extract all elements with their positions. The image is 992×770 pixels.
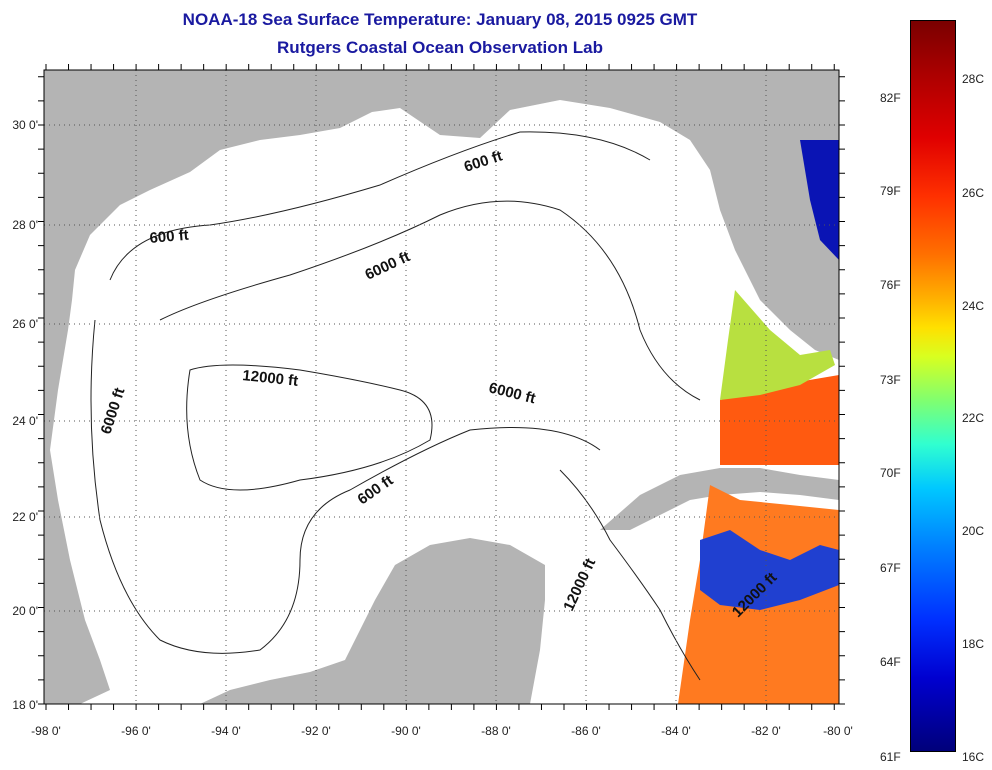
colorbar-f-label: 82F	[880, 91, 901, 105]
colorbar-c-label: 24C	[962, 299, 985, 313]
chart-title: NOAA-18 Sea Surface Temperature: January…	[182, 10, 698, 29]
colorbar-f-label: 67F	[880, 561, 901, 575]
sst-swath-atlantic	[800, 140, 839, 260]
gulf-of-mexico	[50, 100, 839, 704]
colorbar-f-label: 70F	[880, 466, 901, 480]
cuba-land	[600, 468, 839, 530]
contour-label: 12000 ft	[242, 367, 299, 390]
lon-label: -94 0'	[211, 724, 241, 738]
lat-label: 26 0'	[12, 317, 38, 331]
yucatan-land	[200, 538, 545, 704]
colorbar-c-label: 16C	[962, 750, 985, 764]
lon-label: -84 0'	[661, 724, 691, 738]
lon-label: -88 0'	[481, 724, 511, 738]
colorbar-c-label: 22C	[962, 411, 985, 425]
frame-ticks	[38, 64, 845, 710]
colorbar-f-label: 79F	[880, 184, 901, 198]
lat-label: 22 0'	[12, 510, 38, 524]
sst-swath-shelf	[720, 290, 835, 400]
contour-label: 600 ft	[149, 227, 190, 247]
lon-label: -92 0'	[301, 724, 331, 738]
temperature-colorbar	[910, 20, 956, 752]
lat-label: 20 0'	[12, 604, 38, 618]
chart-subtitle: Rutgers Coastal Ocean Observation Lab	[277, 38, 603, 57]
lon-label: -96 0'	[121, 724, 151, 738]
colorbar-c-label: 26C	[962, 186, 985, 200]
colorbar-c-label: 20C	[962, 524, 985, 538]
sst-swath-warm	[720, 375, 839, 465]
lon-label: -90 0'	[391, 724, 421, 738]
colorbar-c-label: 18C	[962, 637, 985, 651]
latitude-labels: 18 0' 20 0' 22 0' 24 0' 26 0' 28 0' 30 0…	[12, 118, 38, 712]
colorbar-c-label: 28C	[962, 72, 985, 86]
colorbar-f-label: 64F	[880, 655, 901, 669]
map-frame	[43, 69, 840, 705]
colorbar-f-label: 76F	[880, 278, 901, 292]
lon-label: -80 0'	[823, 724, 853, 738]
lon-label: -86 0'	[571, 724, 601, 738]
bathymetry-contours	[90, 131, 701, 681]
colorbar-f-label: 61F	[880, 750, 901, 764]
colorbar-f-label: 73F	[880, 373, 901, 387]
lat-label: 30 0'	[12, 118, 38, 132]
lat-label: 18 0'	[12, 698, 38, 712]
sst-swath-cloud	[700, 530, 839, 610]
lat-label: 28 0'	[12, 218, 38, 232]
lon-label: -82 0'	[751, 724, 781, 738]
lon-label: -98 0'	[31, 724, 61, 738]
longitude-labels: -98 0' -96 0' -94 0' -92 0' -90 0' -88 0…	[31, 724, 853, 738]
lat-label: 24 0'	[12, 414, 38, 428]
graticule	[44, 70, 839, 704]
